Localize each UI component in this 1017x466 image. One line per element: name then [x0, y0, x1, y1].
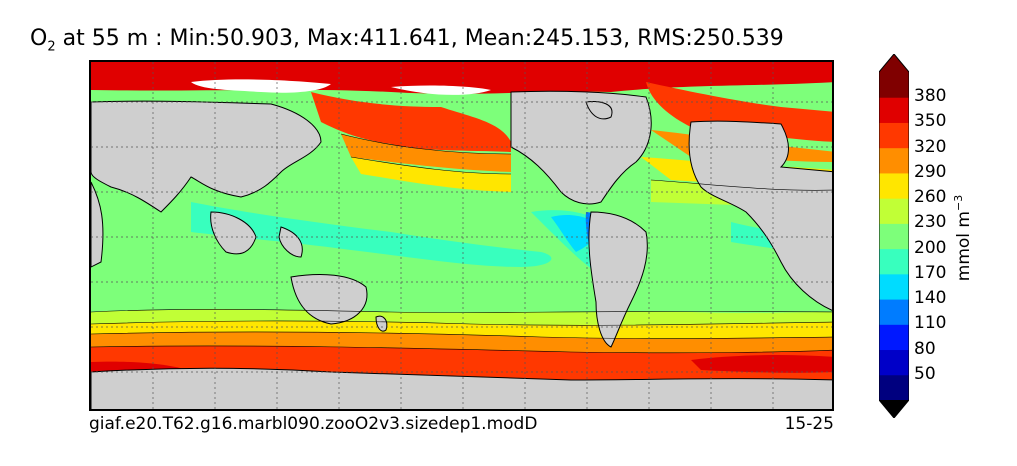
- title-stats: at 55 m : Min:50.903, Max:411.641, Mean:…: [55, 26, 784, 51]
- contour-line-natl-230: [650, 179, 832, 191]
- colorbar-segment: [879, 147, 909, 174]
- colorbar-tick-label: 140: [914, 288, 947, 309]
- colorbar-segment: [879, 198, 909, 224]
- colorbar-tick-label: 260: [914, 187, 947, 208]
- map-title: O2 at 55 m : Min:50.903, Max:411.641, Me…: [30, 26, 784, 54]
- title-species: O: [30, 26, 48, 51]
- land-europe-africa: [688, 120, 832, 311]
- contour-line-320: [91, 345, 832, 354]
- units-exponent: −3: [952, 194, 966, 211]
- colorbar-arrow-max: [879, 54, 909, 72]
- contour-line-290: [91, 331, 832, 339]
- colorbar-arrow-min: [879, 400, 909, 418]
- land-north-america: [510, 90, 652, 205]
- case-name-label: giaf.e20.T62.g16.marbl090.zooO2v3.sizede…: [89, 414, 538, 434]
- colorbar-segment: [879, 223, 909, 250]
- contour-band-170-200-eq: [191, 202, 552, 267]
- colorbar-units-label: mmol m−3: [952, 195, 974, 281]
- colorbar-segment: [879, 324, 909, 351]
- graticule: [91, 62, 832, 409]
- land-eurasia: [91, 100, 322, 213]
- colorbar-tick-label: 50: [914, 363, 936, 384]
- contour-line-230: [91, 308, 832, 313]
- colorbar-segment: [879, 299, 909, 325]
- colorbar-tick-label: 230: [914, 212, 947, 233]
- land-india: [210, 211, 257, 255]
- land-new-zealand: [375, 315, 388, 332]
- colorbar-tick-label: 80: [914, 338, 936, 359]
- ocean-map: [91, 62, 832, 409]
- contour-band-350-380-south-east: [691, 355, 832, 373]
- colorbar-tick-label: 110: [914, 313, 947, 334]
- colorbar-tick-label: 290: [914, 161, 947, 182]
- colorbar-tick-label: 380: [914, 86, 947, 107]
- contour-line-npac-260: [350, 156, 512, 175]
- contour-line-260: [91, 320, 832, 326]
- colorbar-tick-label: 200: [914, 237, 947, 258]
- colorbar-segment: [879, 374, 909, 401]
- land-greenland: [585, 101, 613, 120]
- years-label: 15-25: [784, 414, 834, 434]
- title-subscript: 2: [47, 39, 56, 55]
- colorbar-tick-label: 350: [914, 111, 947, 132]
- land-masses: [91, 90, 832, 409]
- land-antarctica: [91, 367, 832, 409]
- colorbar-segment: [879, 97, 909, 123]
- contour-band-260-290-npac: [351, 157, 511, 192]
- land-south-america: [588, 211, 648, 348]
- colorbar-tick-label: 320: [914, 136, 947, 157]
- contour-band-320-350-npac: [311, 92, 511, 152]
- colorbar-segment: [879, 349, 909, 376]
- sea-ice-beaufort: [391, 85, 491, 95]
- land-africa-west-edge: [91, 181, 104, 268]
- map-panel: [89, 60, 834, 411]
- contour-line-npac-290: [340, 133, 512, 155]
- land-maritime: [278, 226, 303, 258]
- colorbar-tick-label: 170: [914, 262, 947, 283]
- contour-lines: [91, 133, 832, 354]
- colorbar-segment: [879, 248, 909, 275]
- sea-ice-arctic: [191, 79, 331, 93]
- colorbar-segment: [879, 72, 909, 98]
- colorbar-segment: [879, 273, 909, 300]
- colorbar-segment: [879, 172, 909, 199]
- units-prefix: mmol m: [953, 211, 974, 282]
- colorbar: [879, 54, 909, 418]
- colorbar-segment: [879, 122, 909, 149]
